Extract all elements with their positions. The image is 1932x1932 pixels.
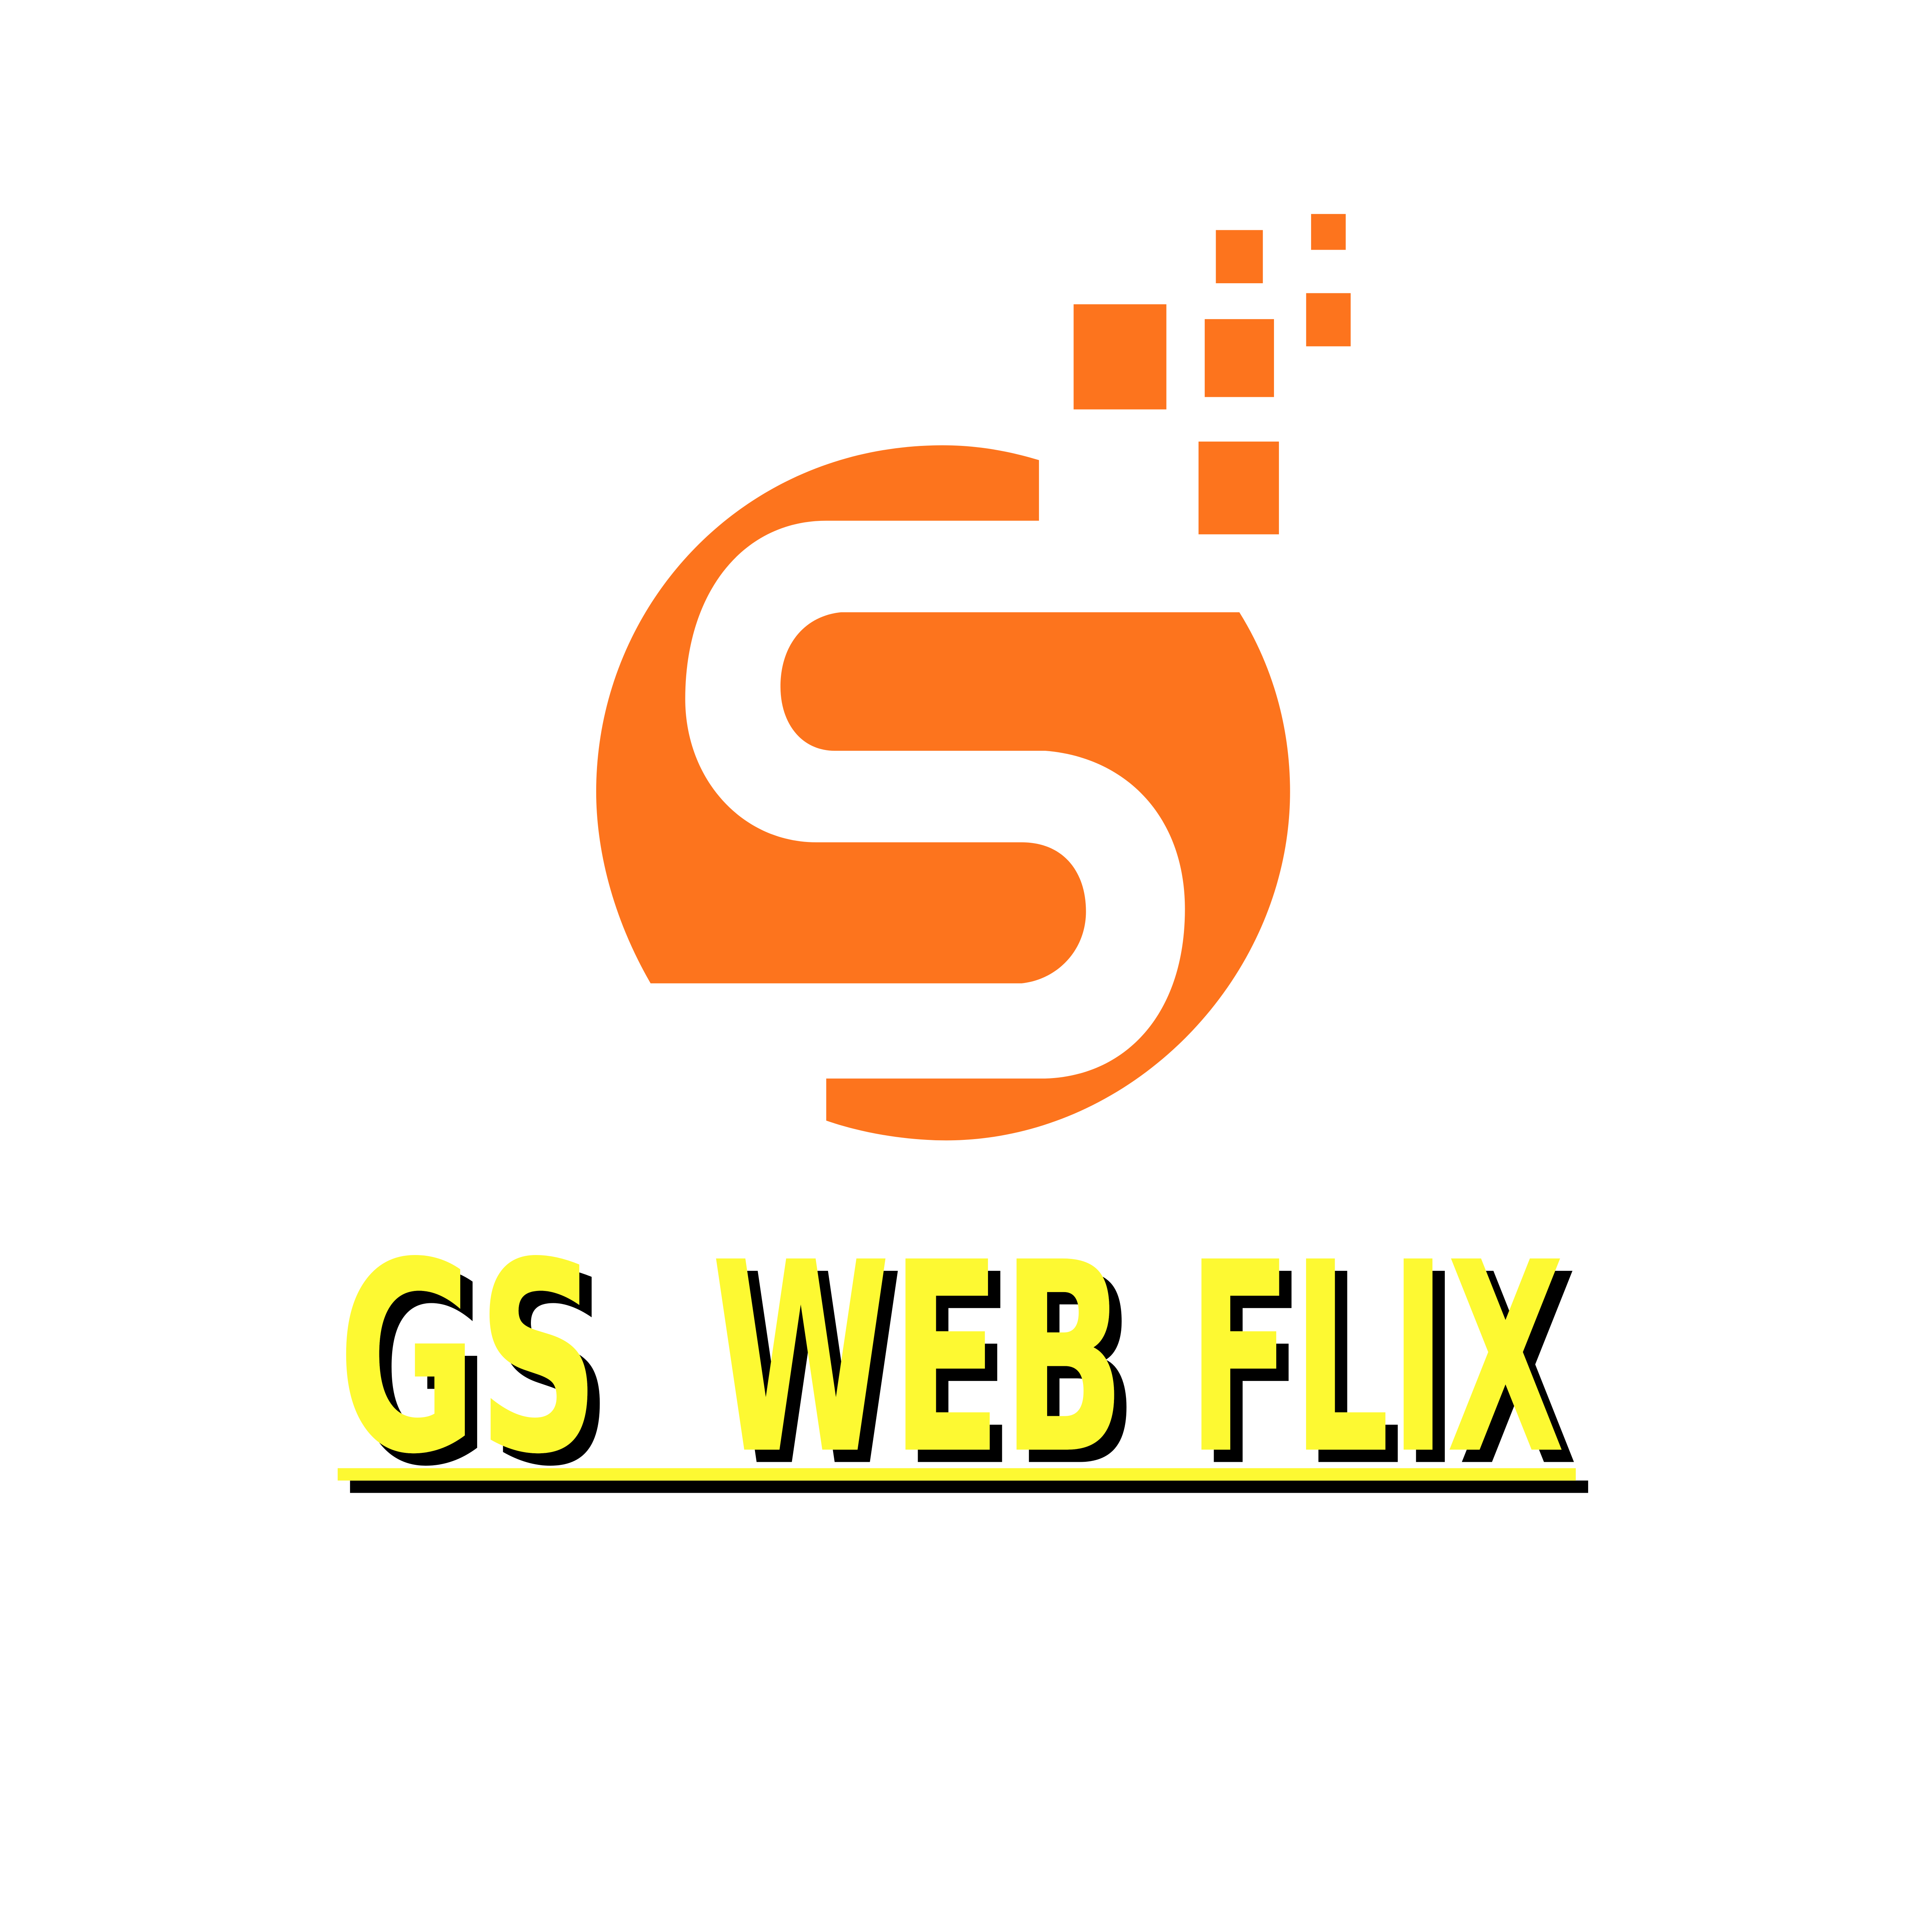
brand-word-flix: FLIX [1187,1207,1565,1512]
pixel-squares [1073,214,1351,534]
emblem-lower-half [780,612,1290,1141]
brand-word-web: WEB [711,1207,1126,1512]
brand-word-gs: GS [338,1207,600,1512]
pixel-square [1216,230,1263,284]
pixel-square [1311,214,1346,250]
pixel-square [1204,319,1274,397]
pixel-square [1306,293,1351,347]
pixel-square [1198,441,1279,534]
brand-underline [337,1468,1576,1481]
emblem-upper-half [596,445,1086,983]
pixel-square [1073,304,1167,410]
